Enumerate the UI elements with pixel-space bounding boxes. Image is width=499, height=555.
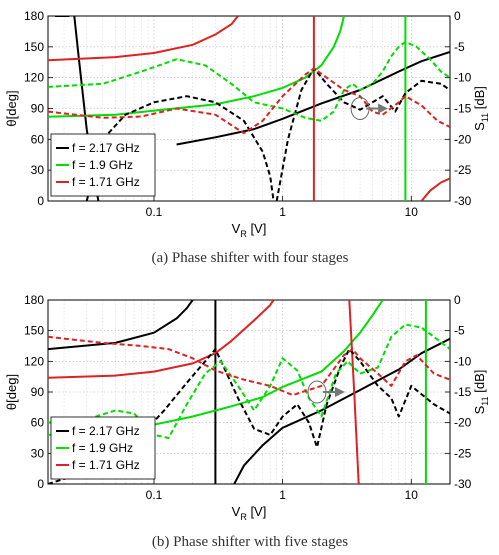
y-left-tick-label: 180 [24,293,44,307]
series-line-3-0 [48,348,450,484]
y-left-axis-label: θ[deg] [4,90,19,126]
y-right-label-unit: [dB] [472,370,487,397]
y-left-tick-label: 120 [24,71,44,85]
x-label-main: V [232,504,241,519]
y-right-label-sub: 11 [480,113,490,122]
y-right-tick-label: -15 [454,385,472,399]
y-left-tick-label: 0 [37,477,44,491]
y-left-tick-label: 0 [37,194,44,208]
series-line-2-1 [348,300,360,484]
y-left-tick-label: 30 [31,446,45,460]
x-label-main: V [232,221,241,236]
x-tick-label: 0.1 [146,205,163,219]
series-line-4-0 [48,323,450,439]
x-tick-label: 0.1 [146,488,163,502]
y-left-tick-label: 30 [31,163,45,177]
y-right-tick-label: -5 [454,324,465,338]
legend-label: f = 1.9 GHz [72,158,133,172]
y-left-tick-label: 90 [31,385,45,399]
series-line-2-2 [420,177,450,201]
series-line-5-0 [48,335,450,397]
y-right-axis-label: S11 [dB] [472,370,490,415]
y-right-tick-label: 0 [454,9,461,23]
y-right-label-main: S [472,122,487,131]
legend-label: f = 2.17 GHz [72,424,140,438]
series-line-0-2 [176,51,450,146]
chart-panel-a: 0 30 60 90 120 150 180 0 -5 -10 -15 -20 -25 -30 0.1 1 10… [4,9,490,266]
y-right-label-unit: [dB] [472,86,487,113]
y-right-tick-label: -15 [454,102,472,116]
legend-label: f = 1.9 GHz [72,441,133,455]
legend: f = 2.17 GHz f = 1.9 GHz f = 1.71 GHz [50,133,156,197]
series-line-2-0 [48,16,239,62]
y-right-tick-label: -10 [454,354,472,368]
chart-panel-b: 0 30 60 90 120 150 180 0 -5 -10 -15 -20 -25 -30 0.1 1 10… [4,293,490,550]
series-group [48,16,450,201]
series-group [48,300,450,484]
x-tick-label: 1 [279,205,286,219]
y-right-tick-label: 0 [454,293,461,307]
series-line-5-0 [48,67,450,135]
series-line-2-0 [48,300,275,379]
series-line-3-0 [85,95,275,201]
y-right-axis-label: S11 [dB] [472,86,490,131]
x-label-unit: [V] [247,221,267,236]
y-left-tick-label: 60 [31,416,45,430]
y-right-tick-label: -30 [454,194,472,208]
y-left-axis-label: θ[deg] [4,374,19,410]
x-label-sub: R [240,229,247,239]
series-line-3-1 [275,67,450,201]
series-line-1-0 [48,16,345,118]
y-right-label-sub: 11 [480,396,490,405]
x-label-sub: R [240,512,247,522]
y-left-tick-label: 90 [31,102,45,116]
y-left-tick-label: 180 [24,9,44,23]
x-axis-label: VR [V] [232,504,267,522]
x-tick-label: 1 [279,488,286,502]
y-right-tick-label: -30 [454,477,472,491]
y-right-tick-label: -25 [454,163,472,177]
legend-label: f = 1.71 GHz [72,175,140,189]
series-line-0-2 [233,337,450,484]
y-right-label-main: S [472,405,487,414]
legend-label: f = 2.17 GHz [72,141,140,155]
legend-label: f = 1.71 GHz [72,458,140,472]
y-right-tick-label: -20 [454,416,472,430]
y-left-tick-label: 150 [24,40,44,54]
y-left-tick-label: 120 [24,354,44,368]
panel-caption: (b) Phase shifter with five stages [152,534,348,550]
panel-caption: (a) Phase shifter with four stages [151,250,348,266]
y-right-tick-label: -25 [454,446,472,460]
series-line-0-0 [48,300,194,351]
y-right-tick-label: -20 [454,132,472,146]
y-left-tick-label: 150 [24,324,44,338]
y-right-tick-label: -5 [454,40,465,54]
y-right-tick-label: -10 [454,71,472,85]
legend: f = 2.17 GHz f = 1.9 GHz f = 1.71 GHz [50,416,156,480]
x-tick-label: 10 [405,205,419,219]
x-axis-label: VR [V] [232,221,267,239]
x-tick-label: 10 [405,488,419,502]
x-label-unit: [V] [247,504,267,519]
y-left-tick-label: 60 [31,132,45,146]
